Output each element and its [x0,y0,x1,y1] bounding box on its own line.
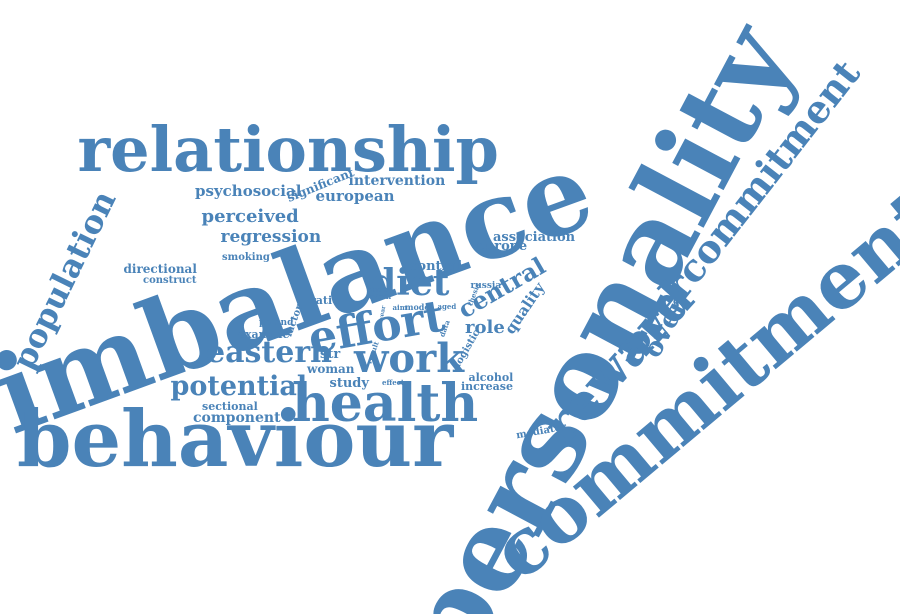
word-health: health [292,373,479,434]
word-psychosocial: psychosocial [195,181,302,200]
word-diet: diet [371,262,450,304]
word-smoking: smoking [222,252,270,263]
word-role: role [465,317,505,338]
word-work: work [354,335,464,382]
word-control: control [409,258,463,274]
word-russia: russia [470,280,502,291]
word-perceived: perceived [201,206,299,227]
word-relationship: relationship [77,113,499,186]
word-aged: aged [437,301,457,311]
word-directional: directional [123,262,197,276]
word-european: european [315,186,395,205]
word-czech: czech [369,291,392,301]
word-score: score [367,284,389,294]
word-ratio: ratio [310,293,340,307]
word-model: model [405,302,433,312]
word-eastern: eastern [206,335,332,370]
word-effect: effect [382,377,405,387]
word-regression: regression [220,226,322,247]
word-alcohol: alcohol [468,370,514,384]
word-sectional: sectional [202,399,258,413]
word-examine: examine [238,327,290,341]
word-str: str [320,346,341,362]
word-woman: woman [307,362,355,376]
word-europe: europe [476,238,528,254]
word-increase: increase [461,379,513,393]
word-association: association [493,229,576,245]
word-potential: potential [170,370,308,402]
word-aim: aim [392,302,408,312]
word-construct: construct [143,275,197,286]
word-study: study [329,375,369,391]
word-poland: poland [259,317,294,328]
word-intervention: intervention [348,173,446,189]
word-component: component [193,410,281,426]
word-behaviour: behaviour [17,394,454,485]
